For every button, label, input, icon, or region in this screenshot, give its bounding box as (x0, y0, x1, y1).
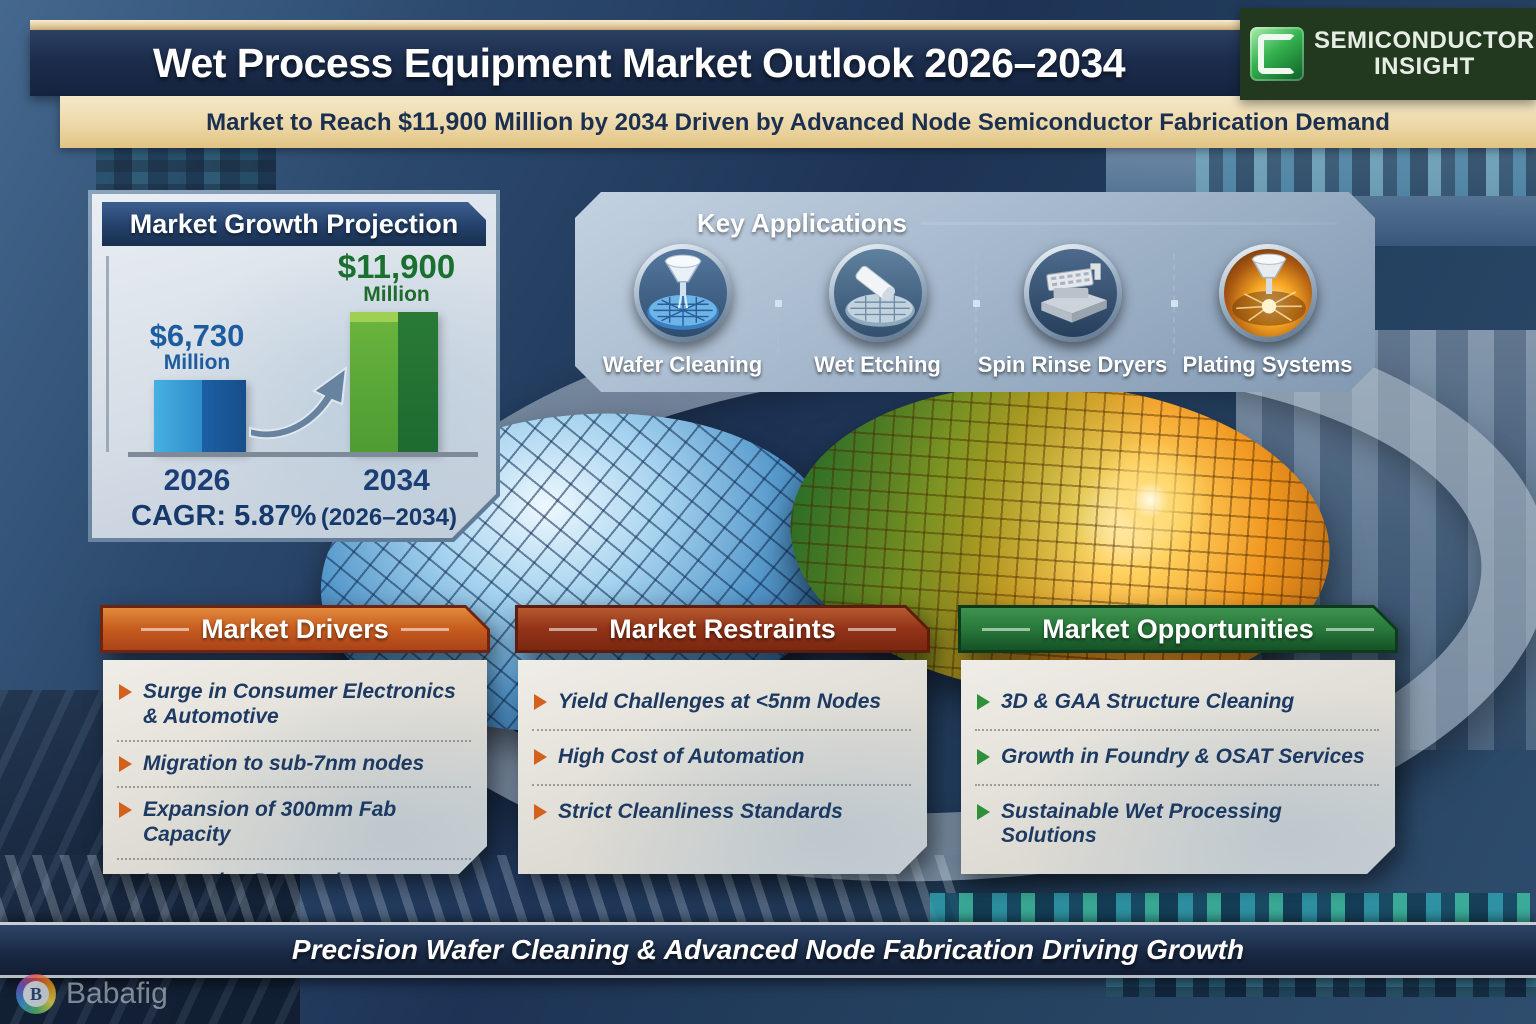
market-drivers-body: Surge in Consumer Electronics & Automoti… (100, 657, 490, 877)
list-item: Sustainable Wet Processing Solutions (975, 784, 1379, 864)
wet-etching-icon (829, 244, 927, 342)
title-banner: Wet Process Equipment Market Outlook 202… (30, 30, 1248, 96)
bullet-triangle-icon (977, 694, 990, 710)
brand-line1: SEMICONDUCTOR (1314, 27, 1535, 55)
list-item: Expansion of 300mm Fab Capacity (117, 786, 471, 858)
key-applications-title-row: Key Applications (613, 208, 1337, 239)
application-label: Plating Systems (1182, 352, 1353, 377)
market-opportunities-header: Market Opportunities (958, 605, 1398, 653)
footer-tagline: Precision Wafer Cleaning & Advanced Node… (291, 934, 1245, 965)
watermark-text: Babafig (66, 977, 168, 1010)
market-restraints-title: Market Restraints (609, 613, 836, 644)
bar-2034-unit: Million (363, 283, 430, 306)
cagr-line: CAGR: 5.87% (2026–2034) (92, 500, 496, 533)
market-restraints-header: Market Restraints (515, 605, 930, 653)
bar-2026 (154, 380, 246, 452)
list-item: High Cost of Automation (532, 729, 911, 784)
list-item: Growth in Foundry & OSAT Services (975, 729, 1379, 784)
market-opportunities-body: 3D & GAA Structure Cleaning Growth in Fo… (958, 657, 1398, 877)
market-opportunities-title: Market Opportunities (1042, 613, 1314, 644)
growth-arrow-icon (248, 362, 352, 444)
market-drivers-panel: Market Drivers Surge in Consumer Electro… (100, 605, 490, 877)
chip-icon (1250, 27, 1304, 81)
subtitle-highlight: $11,900 Million (398, 107, 574, 136)
bar-2026-value: $6,730 (149, 318, 245, 353)
subtitle-suffix: by 2034 Driven by Advanced Node Semicond… (573, 108, 1390, 136)
bar-2026-unit: Million (163, 351, 231, 374)
bullet-triangle-icon (119, 684, 132, 700)
bar-2034 (350, 312, 438, 452)
market-growth-panel: Market Growth Projection $6,730 Million … (88, 190, 500, 542)
key-applications-title: Key Applications (697, 208, 907, 238)
application-label: Wet Etching (814, 352, 941, 377)
decorative-line (613, 222, 683, 225)
subtitle: Market to Reach $11,900 Million by 2034 … (206, 108, 1390, 137)
subtitle-prefix: Market to Reach (206, 108, 399, 136)
bullet-triangle-icon (119, 802, 132, 818)
bullet-triangle-icon (977, 749, 990, 765)
chart-baseline (128, 452, 478, 457)
bullet-triangle-icon (534, 804, 547, 820)
mosaic-strip-bottom (930, 893, 1530, 925)
bullet-triangle-icon (534, 694, 547, 710)
bar-2026-year: 2026 (163, 464, 231, 497)
plating-systems-icon (1219, 244, 1317, 342)
babafig-initial: B (23, 981, 49, 1007)
divider (1173, 254, 1175, 354)
list-item: Yield Challenges at <5nm Nodes (532, 676, 911, 729)
market-restraints-body: Yield Challenges at <5nm Nodes High Cost… (515, 657, 930, 877)
bar-2034-year: 2034 (363, 464, 430, 497)
cagr-period: (2026–2034) (320, 504, 457, 531)
application-item: Wafer Cleaning (585, 244, 780, 380)
brand-line2: INSIGHT (1373, 53, 1475, 80)
bullet-triangle-icon (119, 756, 132, 772)
watermark: B Babafig (16, 974, 168, 1014)
list-item: Strict Cleanliness Standards (532, 784, 911, 839)
bullet-triangle-icon (977, 804, 990, 820)
page-title: Wet Process Equipment Market Outlook 202… (152, 39, 1126, 86)
subtitle-banner: Market to Reach $11,900 Million by 2034 … (60, 96, 1536, 148)
brand-logo: SEMICONDUCTOR INSIGHT (1240, 8, 1536, 100)
key-applications-items: Wafer Cleaning (585, 244, 1365, 380)
application-item: Spin Rinse Dryers (975, 244, 1170, 380)
list-item: Surge in Consumer Electronics & Automoti… (117, 670, 471, 740)
footer-banner: Precision Wafer Cleaning & Advanced Node… (0, 922, 1536, 978)
divider (777, 254, 779, 354)
mosaic-strip-right (1196, 140, 1536, 196)
market-growth-header: Market Growth Projection (102, 202, 486, 246)
market-growth-panel-body: Market Growth Projection $6,730 Million … (92, 194, 496, 538)
decorative-line (921, 222, 1337, 225)
divider (975, 254, 977, 354)
market-growth-title: Market Growth Projection (129, 208, 459, 239)
wafer-cleaning-icon (634, 244, 732, 342)
cagr-value: CAGR: 5.87% (131, 500, 317, 532)
market-opportunities-panel: Market Opportunities 3D & GAA Structure … (958, 605, 1398, 877)
chip-c-glyph (1258, 34, 1296, 74)
key-applications-body: Key Applications (579, 196, 1371, 388)
list-item: 3D & GAA Structure Cleaning (975, 676, 1379, 729)
title-gold-trim (30, 20, 1248, 30)
application-item: Plating Systems (1170, 244, 1365, 380)
bullet-triangle-icon (534, 749, 547, 765)
market-restraints-panel: Market Restraints Yield Challenges at <5… (515, 605, 930, 877)
brand-name: SEMICONDUCTOR INSIGHT (1314, 28, 1535, 80)
market-drivers-title: Market Drivers (201, 613, 389, 644)
bar-2034-value: $11,900 (337, 248, 456, 285)
chart-axis-line (106, 256, 109, 452)
wafer-glow (1090, 440, 1210, 560)
application-label: Spin Rinse Dryers (977, 352, 1168, 377)
key-applications-panel: Key Applications (575, 192, 1375, 392)
application-label: Wafer Cleaning (602, 352, 763, 377)
babafig-logo-icon: B (16, 974, 56, 1014)
spin-rinse-dryers-icon (1024, 244, 1122, 342)
list-item: Migration to sub-7nm nodes (117, 740, 471, 787)
application-item: Wet Etching (780, 244, 975, 380)
market-drivers-header: Market Drivers (100, 605, 490, 653)
